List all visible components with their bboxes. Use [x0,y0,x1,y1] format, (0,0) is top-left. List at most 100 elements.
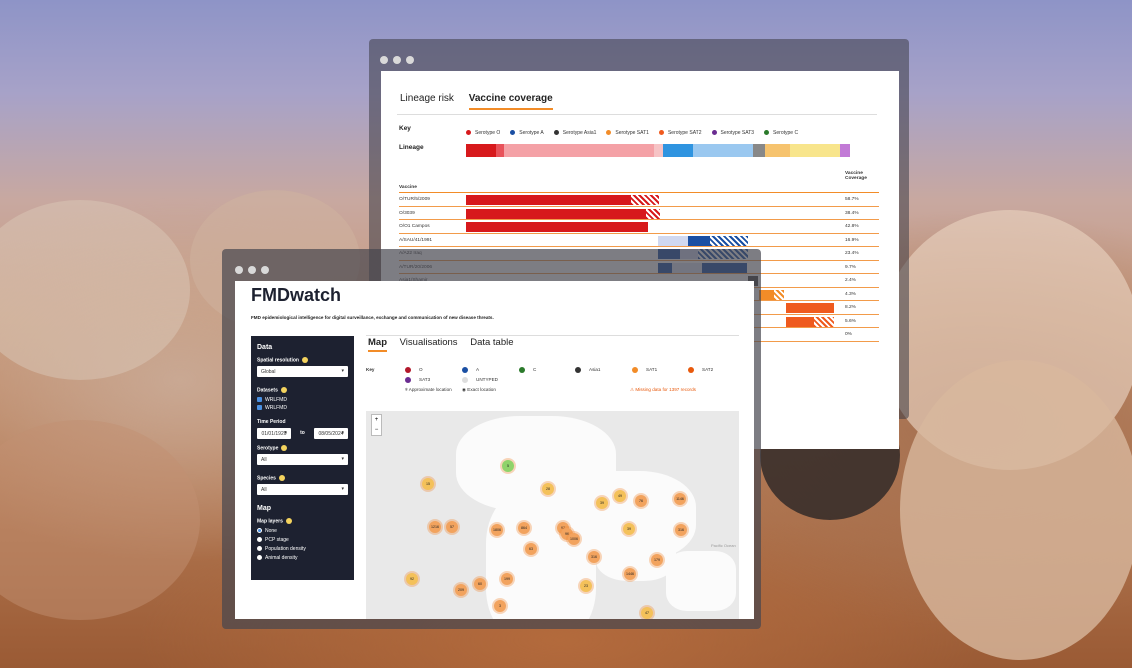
vaccine-name: A/SAU/41/1991 [399,237,433,243]
coverage-bar [786,303,834,313]
lineage-bar [466,144,850,157]
page-subtitle: FMD epidemiological intelligence for dig… [251,315,494,320]
vaccine-row: A/SAU/41/1991 16.9% [399,234,879,247]
zoom-in-button[interactable]: + [374,417,379,423]
layer-radio[interactable]: Population density [257,546,348,552]
map-key-item: Asia1 [575,367,601,373]
species-label: Species [257,475,276,482]
map-cluster-marker[interactable]: 39 [596,497,608,509]
exact-location-legend: ◉ Exact location [462,387,496,392]
map-cluster-marker[interactable]: 316 [675,524,687,536]
map-cluster-marker[interactable]: 47 [641,607,653,619]
coverage-header: Vaccine Coverage [845,171,867,181]
help-icon[interactable] [278,474,285,481]
serotype-key-item: Serotype SAT3 [711,130,754,136]
serotype-label: Serotype [257,444,279,451]
lineage-label: Lineage [399,144,424,151]
serotype-dot-icon [764,130,770,136]
map-cluster-marker[interactable]: 179 [651,554,663,566]
fmdwatch-window: FMDwatch FMD epidemiological intelligenc… [222,249,761,629]
tab-lineage-risk[interactable]: Lineage risk [400,93,454,104]
serotype-dot-icon [658,130,664,136]
map-cluster-marker[interactable]: 209 [455,584,467,596]
map-cluster-marker[interactable]: 76 [635,495,647,507]
coverage-bar [466,208,646,219]
approx-location-legend: ⌾ Approximate location [405,387,452,392]
serotype-key: Serotype O Serotype A Serotype Asia1 Seroty… [466,130,798,136]
map-cluster-marker[interactable]: 49 [614,490,626,502]
map-cluster-marker[interactable]: 15 [422,478,434,490]
map-cluster-marker[interactable]: 864 [518,522,530,534]
vaccine-coverage-value: 42.8% [845,224,859,229]
map-cluster-marker[interactable]: 1446 [624,568,636,580]
serotype-dot-icon [510,130,516,136]
map-cluster-marker[interactable]: 199 [501,573,513,585]
vaccine-row: O/TUR/5/2009 58.7% [399,193,879,207]
key-label: Key [399,125,411,132]
vaccine-coverage-value: 16.9% [845,237,859,243]
spatial-select[interactable]: Global [257,366,348,378]
help-icon[interactable] [281,444,288,451]
dataset-checkbox[interactable]: WRLFMD [257,397,348,403]
map-cluster-marker[interactable]: 3 [494,600,506,612]
serotype-dot-icon [405,377,411,383]
serotype-key-item: Serotype Asia1 [553,130,596,136]
serotype-dot-icon [606,130,612,136]
dataset-checkbox[interactable]: WRLFMD [257,405,348,411]
vaccine-header: Vaccine [399,185,417,190]
map-cluster-marker[interactable]: 63 [525,543,537,555]
map-cluster-marker[interactable]: 23 [580,580,592,592]
serotype-key-item: Serotype O [466,130,500,136]
tab-map[interactable]: Map [368,337,387,352]
date-to-input[interactable]: 08/05/2024 [314,427,348,439]
tab-data-table[interactable]: Data table [470,337,514,348]
window-controls [235,261,748,279]
vaccine-coverage-value: 0% [845,332,852,337]
serotype-key-item: Serotype SAT1 [606,130,649,136]
checkbox-icon[interactable] [257,397,262,403]
vaccine-coverage-value: 58.7% [845,197,859,202]
map-cluster-marker[interactable]: 57 [446,521,458,533]
map-key-item: SAT2 [688,367,713,373]
coverage-bar [466,222,648,232]
layer-radio[interactable]: PCP stage [257,537,348,543]
serotype-dot-icon [575,367,581,373]
layers-label: Map layers [257,518,283,525]
checkbox-icon[interactable] [257,405,262,411]
zoom-out-button[interactable]: − [374,427,379,433]
map-cluster-marker[interactable]: 316 [588,551,600,563]
map-cluster-marker[interactable]: 1006 [568,533,580,545]
tab-visualisations[interactable]: Visualisations [399,337,458,348]
species-select[interactable]: All [257,484,348,496]
sidebar: Data Spatial resolution Global Datasets … [251,336,354,580]
map-cluster-marker[interactable]: 60 [474,578,486,590]
tab-vaccine-coverage[interactable]: Vaccine coverage [468,93,553,110]
world-map[interactable]: + − Pacific Ocean 5 15 28 39 49 76 1216 57 1806 8… [366,411,739,619]
vaccine-row: O/3039 38.4% [399,207,879,220]
pin-icon: ◉ [462,387,468,392]
map-cluster-marker[interactable]: 1216 [429,521,441,533]
map-cluster-marker[interactable]: 1146 [674,493,686,505]
serotype-key-item: Serotype SAT2 [658,130,702,136]
help-icon[interactable] [280,387,287,394]
layer-radio[interactable]: Animal density [257,555,348,561]
map-cluster-marker[interactable]: 1806 [491,524,503,536]
map-cluster-marker[interactable]: 28 [542,483,554,495]
vaccine-coverage-value: 38.4% [845,210,859,216]
map-cluster-marker[interactable]: 5 [502,460,514,472]
map-cluster-marker[interactable]: 92 [406,573,418,585]
help-icon[interactable] [285,518,292,525]
vaccine-coverage-value: 9.7% [845,264,856,270]
help-icon[interactable] [301,357,308,363]
coverage-bar [466,195,631,205]
coverage-bar [688,235,710,246]
date-from-input[interactable]: 01/01/1920 [257,427,291,439]
serotype-key-item: Serotype C [764,130,798,136]
serotype-select[interactable]: All [257,453,348,465]
serotype-dot-icon [462,367,468,373]
layer-radio[interactable]: None [257,528,348,534]
map-cluster-marker[interactable]: 39 [623,523,635,535]
map-key-item: O [405,367,423,373]
map-key-item: UNTYPED [462,377,498,383]
missing-data-note[interactable]: ⚠ Missing data for 1397 records [630,387,696,392]
